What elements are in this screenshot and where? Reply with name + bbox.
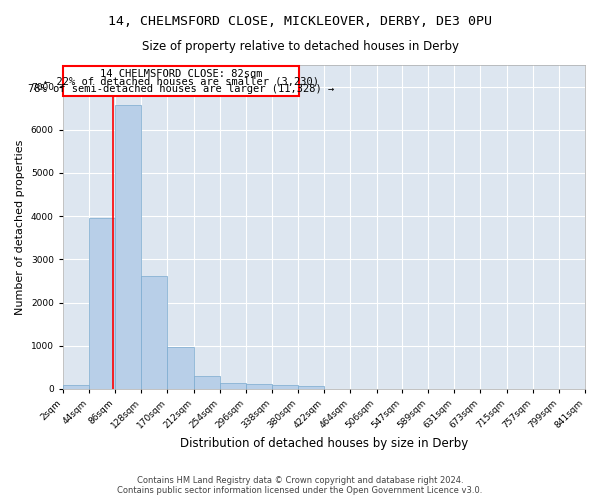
Bar: [272, 384, 298, 389]
Text: Size of property relative to detached houses in Derby: Size of property relative to detached ho…: [142, 40, 458, 53]
Text: ← 22% of detached houses are smaller (3,230): ← 22% of detached houses are smaller (3,…: [44, 76, 319, 86]
Bar: [63, 386, 89, 389]
Bar: [89, 218, 115, 389]
Bar: [220, 383, 246, 389]
Text: Contains HM Land Registry data © Crown copyright and database right 2024.
Contai: Contains HM Land Registry data © Crown c…: [118, 476, 482, 495]
Text: 14, CHELMSFORD CLOSE, MICKLEOVER, DERBY, DE3 0PU: 14, CHELMSFORD CLOSE, MICKLEOVER, DERBY,…: [108, 15, 492, 28]
Bar: [63, 66, 299, 96]
Text: 14 CHELMSFORD CLOSE: 82sqm: 14 CHELMSFORD CLOSE: 82sqm: [100, 68, 262, 78]
Bar: [115, 104, 141, 389]
Bar: [167, 348, 194, 389]
Text: 78% of semi-detached houses are larger (11,328) →: 78% of semi-detached houses are larger (…: [28, 84, 334, 94]
Bar: [298, 386, 324, 389]
Bar: [141, 276, 167, 389]
Bar: [246, 384, 272, 389]
Bar: [194, 376, 220, 389]
Y-axis label: Number of detached properties: Number of detached properties: [15, 140, 25, 314]
X-axis label: Distribution of detached houses by size in Derby: Distribution of detached houses by size …: [180, 437, 468, 450]
